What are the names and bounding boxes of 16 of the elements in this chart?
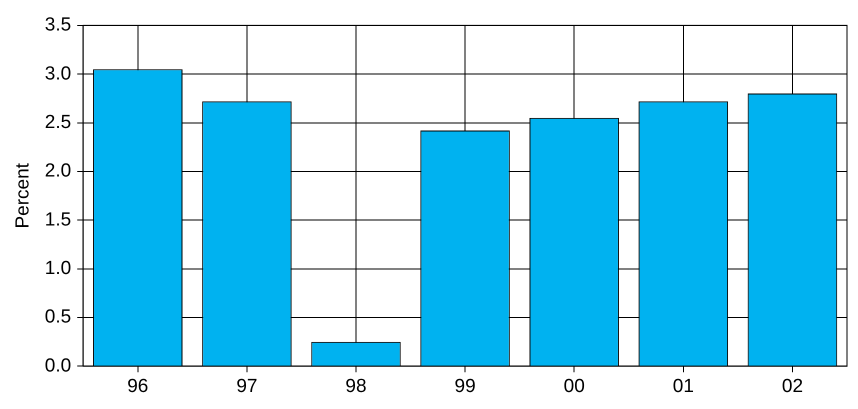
y-tick-label: 3.0 xyxy=(44,63,72,84)
x-tick-label: 97 xyxy=(236,376,258,397)
x-tick-label: 98 xyxy=(345,376,367,397)
y-axis-title: Percent xyxy=(12,162,34,229)
x-tick-label: 01 xyxy=(672,376,694,397)
y-tick-label: 1.5 xyxy=(44,209,72,230)
y-tick-label: 0.5 xyxy=(44,306,72,328)
y-tick-label: 0.0 xyxy=(44,355,72,376)
y-tick-label: 2.5 xyxy=(44,112,72,134)
y-tick-label: 1.0 xyxy=(44,258,72,280)
x-tick-label: 00 xyxy=(564,376,585,397)
x-tick-label: 96 xyxy=(127,376,148,397)
y-tick-label: 2.0 xyxy=(44,160,72,182)
x-tick-label: 99 xyxy=(454,376,476,397)
x-tick-label: 02 xyxy=(782,376,804,397)
y-tick-label: 3.5 xyxy=(44,14,72,36)
